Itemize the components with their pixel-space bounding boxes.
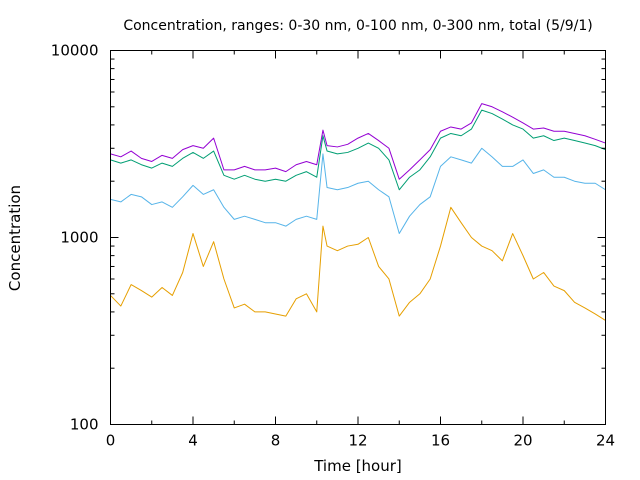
x-tick-label: 0	[106, 432, 116, 450]
chart-title: Concentration, ranges: 0-30 nm, 0-100 nm…	[123, 18, 592, 34]
series-line-1	[110, 206, 606, 321]
plot-frame	[110, 50, 606, 425]
y-tick-label: 10000	[51, 42, 99, 60]
series-line-2	[110, 147, 606, 235]
x-tick-label: 12	[348, 432, 367, 450]
y-tick-label: 1000	[60, 229, 98, 247]
series-line-3	[110, 109, 606, 191]
y-axis-label: Concentration	[6, 185, 24, 291]
x-tick-label: 24	[596, 432, 615, 450]
x-tick-label: 4	[188, 432, 198, 450]
y-tick-label: 100	[70, 416, 99, 434]
x-axis-label: Time [hour]	[313, 457, 402, 475]
series-line-4	[110, 103, 606, 180]
ticks-layer: 0 4 8 12 16 20 24 100 1000 10000	[51, 42, 615, 450]
x-tick-label: 16	[431, 432, 450, 450]
x-tick-label: 20	[513, 432, 532, 450]
x-tick-label: 8	[271, 432, 281, 450]
series-layer	[110, 103, 606, 321]
